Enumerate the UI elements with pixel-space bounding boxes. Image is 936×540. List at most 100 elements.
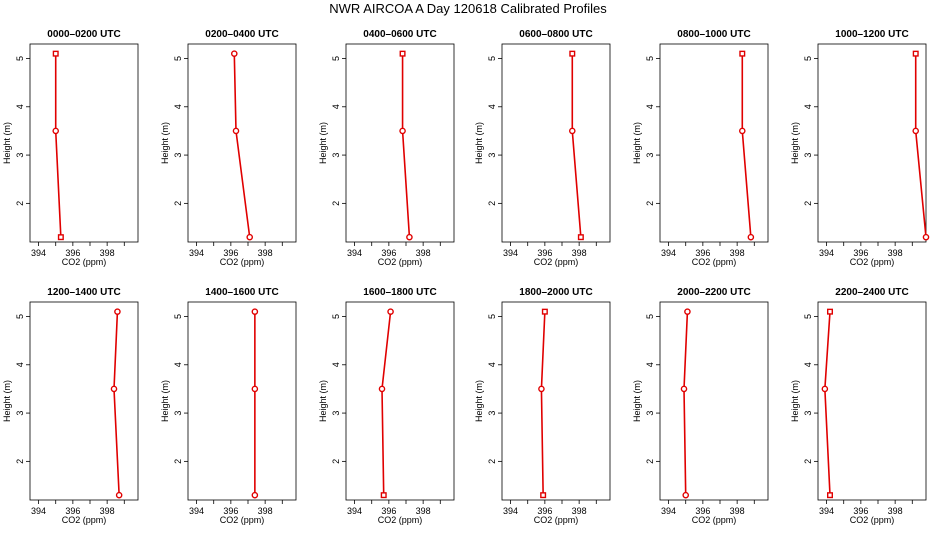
- plot-frame: [187, 301, 297, 501]
- x-axis-label: CO2 (ppm): [850, 257, 895, 267]
- data-point: [684, 308, 691, 315]
- data-point: [232, 127, 240, 135]
- y-tick-label: 3: [331, 411, 341, 416]
- panel-title: 1800–2000 UTC: [519, 287, 592, 298]
- data-point: [827, 492, 834, 499]
- x-tick-label: 394: [189, 248, 204, 258]
- y-tick-label: 5: [803, 56, 813, 61]
- y-tick-label: 5: [331, 314, 341, 319]
- series-line: [741, 53, 752, 238]
- x-tick-label: 396: [853, 506, 868, 516]
- panel-title: 1400–1600 UTC: [205, 287, 278, 298]
- x-axis-label: CO2 (ppm): [850, 515, 895, 525]
- y-tick-label: 2: [15, 459, 25, 464]
- data-point: [110, 385, 118, 393]
- panel-title: 1000–1200 UTC: [835, 29, 908, 40]
- data-point: [538, 385, 545, 393]
- x-tick-label: 394: [819, 506, 834, 516]
- data-point: [577, 234, 584, 241]
- y-tick-label: 5: [803, 314, 813, 319]
- y-tick-label: 5: [645, 314, 655, 319]
- data-point: [230, 50, 238, 57]
- plot-frame: [817, 301, 927, 501]
- y-tick-label: 2: [803, 201, 813, 206]
- x-tick-label: 394: [661, 506, 676, 516]
- x-tick-label: 398: [572, 248, 587, 258]
- series-line: [683, 311, 689, 496]
- y-tick-label: 4: [803, 104, 813, 109]
- x-axis-label: CO2 (ppm): [62, 257, 107, 267]
- y-axis-label: Height (m): [2, 122, 12, 164]
- chart-panel: 0800–1000 UTC 394 396 398 2 3 4 5 CO2 (ppm) Heigh…: [632, 29, 769, 267]
- y-tick-label: 3: [645, 411, 655, 416]
- y-tick-label: 2: [331, 201, 341, 206]
- y-tick-label: 3: [15, 153, 25, 158]
- plot-frame: [659, 301, 769, 501]
- x-tick-label: 398: [258, 248, 273, 258]
- y-axis-label: Height (m): [318, 380, 328, 422]
- y-tick-label: 3: [173, 411, 183, 416]
- series-line: [824, 311, 831, 496]
- data-point: [821, 385, 829, 393]
- x-axis-label: CO2 (ppm): [378, 515, 423, 525]
- x-tick-label: 398: [100, 506, 115, 516]
- data-point: [246, 233, 254, 241]
- x-tick-label: 398: [730, 506, 745, 516]
- x-tick-label: 396: [537, 248, 552, 258]
- x-axis-label: CO2 (ppm): [378, 257, 423, 267]
- data-point: [682, 491, 690, 499]
- x-tick-label: 398: [888, 506, 903, 516]
- y-tick-label: 2: [803, 459, 813, 464]
- x-tick-label: 394: [819, 248, 834, 258]
- y-tick-label: 3: [331, 153, 341, 158]
- data-point: [747, 233, 755, 241]
- x-axis-label: CO2 (ppm): [220, 515, 265, 525]
- x-tick-label: 398: [258, 506, 273, 516]
- chart-panel: 2000–2200 UTC 394 396 398 2 3 4 5 CO2 (ppm) Heigh…: [632, 287, 769, 525]
- plot-frame: [345, 43, 455, 243]
- y-tick-label: 4: [331, 362, 341, 367]
- series-line: [233, 53, 251, 238]
- chart-panel: 1000–1200 UTC 394 396 398 2 3 4 5 CO2 (ppm) Heigh…: [790, 29, 930, 267]
- x-tick-label: 396: [381, 248, 396, 258]
- x-tick-label: 398: [730, 248, 745, 258]
- plot-frame: [817, 43, 927, 243]
- x-tick-label: 394: [347, 506, 362, 516]
- data-point: [399, 50, 406, 57]
- data-point: [680, 385, 688, 393]
- y-tick-label: 4: [15, 362, 25, 367]
- x-tick-label: 398: [100, 248, 115, 258]
- x-axis-label: CO2 (ppm): [62, 515, 107, 525]
- y-tick-label: 3: [803, 411, 813, 416]
- data-point: [569, 50, 576, 57]
- y-tick-label: 5: [173, 314, 183, 319]
- y-tick-label: 4: [173, 362, 183, 367]
- chart-panel: 1400–1600 UTC 394 396 398 2 3 4 5 CO2 (ppm) Heigh…: [160, 287, 297, 525]
- y-axis-label: Height (m): [790, 122, 800, 164]
- series-line: [401, 53, 411, 238]
- y-tick-label: 3: [487, 153, 497, 158]
- y-tick-label: 3: [803, 153, 813, 158]
- y-tick-label: 2: [645, 201, 655, 206]
- data-point: [52, 50, 59, 57]
- y-axis-label: Height (m): [318, 122, 328, 164]
- data-point: [115, 491, 123, 499]
- x-tick-label: 396: [695, 506, 710, 516]
- panel-title: 1600–1800 UTC: [363, 287, 436, 298]
- y-axis-label: Height (m): [160, 122, 170, 164]
- y-tick-label: 3: [487, 411, 497, 416]
- x-axis-label: CO2 (ppm): [534, 515, 579, 525]
- y-tick-label: 3: [173, 153, 183, 158]
- x-tick-label: 396: [223, 506, 238, 516]
- data-point: [114, 308, 121, 315]
- y-tick-label: 5: [15, 56, 25, 61]
- panel-title: 0400–0600 UTC: [363, 29, 436, 40]
- x-tick-label: 394: [661, 248, 676, 258]
- x-tick-label: 396: [223, 248, 238, 258]
- data-point: [52, 127, 60, 135]
- panel-title: 2000–2200 UTC: [677, 287, 750, 298]
- y-tick-label: 2: [645, 459, 655, 464]
- chart-panel: 0600–0800 UTC 394 396 398 2 3 4 5 CO2 (ppm) Heigh…: [474, 29, 611, 267]
- y-tick-label: 2: [173, 201, 183, 206]
